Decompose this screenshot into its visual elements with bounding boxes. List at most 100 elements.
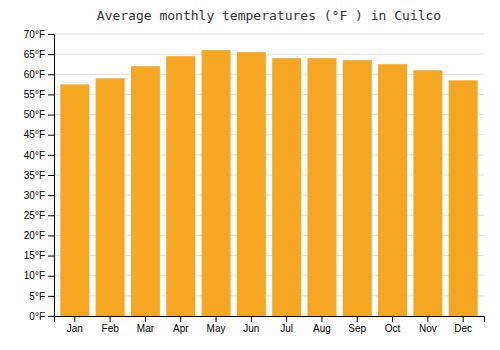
tick-label: Feb <box>102 323 120 334</box>
tick-mark <box>180 316 181 322</box>
tick-label: 55°F <box>24 89 45 100</box>
axis-line <box>55 317 485 323</box>
y-tick: 35°F <box>24 170 54 181</box>
tick-label: 30°F <box>24 190 45 201</box>
tick-mark <box>251 316 252 322</box>
bar <box>449 80 478 316</box>
tick-mark <box>48 155 54 156</box>
tick-label: 70°F <box>24 29 45 40</box>
y-tick: 55°F <box>24 89 54 100</box>
tick-mark <box>48 115 54 116</box>
x-tick: Apr <box>173 316 189 334</box>
tick-mark <box>48 215 54 216</box>
tick-label: 25°F <box>24 210 45 221</box>
tick-label: 60°F <box>24 69 45 80</box>
x-tick: Feb <box>102 316 120 334</box>
tick-mark <box>216 316 217 322</box>
tick-label: Jun <box>243 323 259 334</box>
tick-label: 15°F <box>24 250 45 261</box>
title: Average monthly temperatures (°F ) in Cu… <box>97 8 441 23</box>
tick-mark <box>321 316 322 322</box>
y-tick: 5°F <box>29 291 54 302</box>
tick-label: Mar <box>137 323 155 334</box>
tick-mark <box>392 316 393 322</box>
x-tick: Jun <box>243 316 259 334</box>
tick-label: Aug <box>313 323 331 334</box>
x-tick: Sep <box>348 316 366 334</box>
bar <box>202 50 231 316</box>
grid-line <box>54 54 484 55</box>
bar <box>131 66 160 316</box>
bar <box>343 60 372 316</box>
x-tick: Jul <box>280 316 293 334</box>
tick-label: Jul <box>280 323 293 334</box>
tick-mark <box>48 276 54 277</box>
axis-line <box>48 35 55 317</box>
y-tick: 70°F <box>24 29 54 40</box>
bar <box>378 64 407 316</box>
tick-mark <box>48 34 54 35</box>
bar <box>166 56 195 316</box>
bar <box>307 58 336 316</box>
tick-mark <box>48 195 54 196</box>
tick-mark <box>48 256 54 257</box>
y-tick: 0°F <box>29 311 54 322</box>
tick-label: 0°F <box>29 311 45 322</box>
bar <box>237 52 266 316</box>
grid <box>54 34 484 316</box>
y-tick: 25°F <box>24 210 54 221</box>
y-tick: 30°F <box>24 190 54 201</box>
tick-mark <box>48 175 54 176</box>
x-tick: May <box>207 316 226 334</box>
tick-label: Dec <box>454 323 472 334</box>
x-tick: Aug <box>313 316 331 334</box>
y-tick: 50°F <box>24 109 54 120</box>
tick-label: 65°F <box>24 49 45 60</box>
tick-label: Jan <box>67 323 83 334</box>
tick-mark <box>357 316 358 322</box>
x-tick: Mar <box>137 316 155 334</box>
tick-mark <box>463 316 464 322</box>
bar <box>96 78 125 316</box>
grid-line <box>54 34 484 35</box>
y-tick: 15°F <box>24 250 54 261</box>
chart: 0°F 5°F 10°F 15°F 20°F 25°F 30°F 35°F 40°F 45°F 50… <box>0 0 500 350</box>
tick-mark <box>74 316 75 322</box>
tick-label: 40°F <box>24 150 45 161</box>
tick-mark <box>48 296 54 297</box>
tick-label: Oct <box>385 323 401 334</box>
tick-label: 50°F <box>24 109 45 120</box>
tick-label: May <box>207 323 226 334</box>
tick-mark <box>48 135 54 136</box>
y-tick: 10°F <box>24 270 54 281</box>
x-tick: Jan <box>67 316 83 334</box>
tick-mark <box>48 316 54 317</box>
y-tick: 60°F <box>24 69 54 80</box>
tick-mark <box>48 54 54 55</box>
bar <box>413 70 442 316</box>
x-axis: Jan Feb Mar Apr May Jun Jul Aug Sep Oct Nov Dec <box>55 316 485 334</box>
tick-mark <box>110 316 111 322</box>
bar <box>60 84 89 316</box>
y-axis: 0°F 5°F 10°F 15°F 20°F 25°F 30°F 35°F 40°F 45°F 50… <box>24 29 55 322</box>
tick-mark <box>48 74 54 75</box>
tick-mark <box>286 316 287 322</box>
tick-label: 5°F <box>29 291 45 302</box>
x-tick: Oct <box>385 316 401 334</box>
tick-label: 20°F <box>24 230 45 241</box>
tick-label: Apr <box>173 323 189 334</box>
tick-label: 10°F <box>24 270 45 281</box>
bar <box>272 58 301 316</box>
tick-label: Sep <box>348 323 366 334</box>
tick-label: Nov <box>419 323 437 334</box>
y-tick: 20°F <box>24 230 54 241</box>
x-tick: Nov <box>419 316 437 334</box>
tick-mark <box>427 316 428 322</box>
y-tick: 45°F <box>24 129 54 140</box>
y-tick: 65°F <box>24 49 54 60</box>
y-tick: 40°F <box>24 150 54 161</box>
tick-mark <box>48 235 54 236</box>
plot-area <box>60 50 477 316</box>
x-tick: Dec <box>454 316 472 334</box>
tick-label: 45°F <box>24 129 45 140</box>
